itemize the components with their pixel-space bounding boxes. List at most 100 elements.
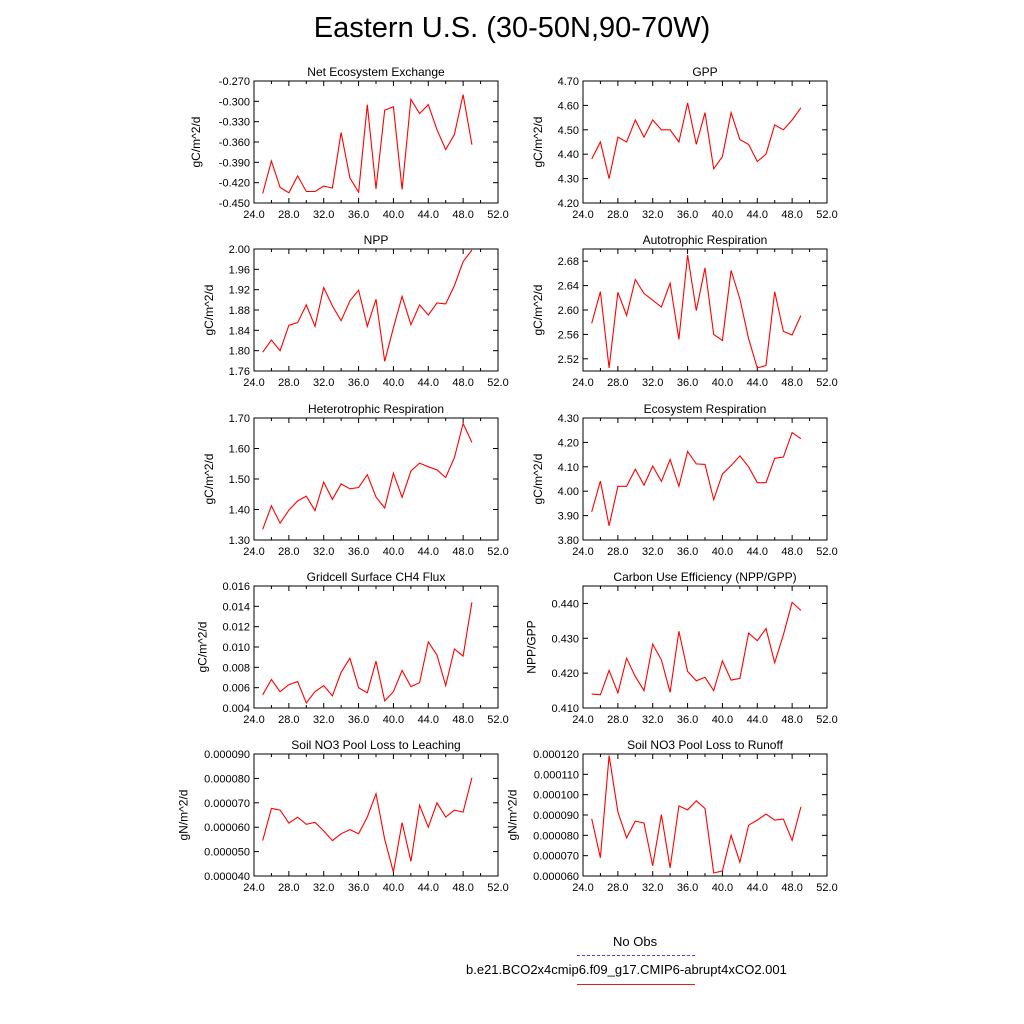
x-tick-label: 32.0 [642,714,663,726]
x-tick-label: 52.0 [816,209,837,221]
chart-gpp: GPP 24.0 28.0 32.0 36.0 40.0 44.0 48.0 52.0 4.20 4… [531,65,838,221]
x-tick-label: 48.0 [452,882,473,894]
y-tick-label: 0.012 [222,622,250,634]
y-axis-label: gN/m^2/d [506,790,520,841]
y-tick-label: 2.64 [558,281,579,293]
x-tick-label: 36.0 [348,714,369,726]
x-tick-label: 44.0 [747,714,768,726]
x-tick-label: 44.0 [418,209,439,221]
x-tick-label: 48.0 [781,209,802,221]
plot-frame [253,417,499,541]
y-tick-label: -0.390 [219,157,250,169]
y-tick-label: 1.76 [229,366,250,378]
x-tick-label: 28.0 [278,209,299,221]
y-tick-label: 0.014 [222,601,250,613]
x-tick-label: 24.0 [243,546,264,558]
x-tick-label: 28.0 [607,714,628,726]
chart-title: Net Ecosystem Exchange [307,65,445,79]
x-tick-label: 36.0 [677,882,698,894]
x-tick-label: 28.0 [607,882,628,894]
series-line [591,601,802,696]
y-tick-label: 1.88 [229,305,250,317]
y-tick-label: 2.00 [229,244,250,256]
x-tick-label: 44.0 [747,377,768,389]
chart-title: Carbon Use Efficiency (NPP/GPP) [613,570,796,584]
chart-autotrophic-respiration: Autotrophic Respiration 24.0 28.0 32.0 36.0 4… [531,233,838,389]
x-tick-label: 28.0 [278,714,299,726]
y-tick-label: 0.000090 [204,749,250,761]
x-tick-label: 48.0 [452,209,473,221]
y-tick-label: 1.70 [229,413,250,425]
y-tick-label: -0.360 [219,137,250,149]
x-tick-label: 32.0 [313,377,334,389]
series-line [262,249,473,362]
x-tick-label: 40.0 [712,546,733,558]
series-line [591,431,802,526]
series-line [262,94,473,194]
y-tick-label: 0.000080 [533,830,579,842]
x-tick-label: 28.0 [278,377,299,389]
chart-title: Soil NO3 Pool Loss to Runoff [627,738,784,752]
x-tick-label: 24.0 [243,714,264,726]
y-tick-label: 0.004 [222,703,250,715]
y-tick-label: 1.80 [229,346,250,358]
x-tick-label: 52.0 [816,882,837,894]
plot-frame [253,753,499,877]
x-tick-label: 52.0 [487,882,508,894]
x-tick-label: 48.0 [452,714,473,726]
x-tick-label: 36.0 [677,209,698,221]
chart-title: Ecosystem Respiration [644,402,767,416]
y-tick-label: 1.30 [229,535,250,547]
plot-frame [582,753,828,877]
x-tick-label: 44.0 [418,377,439,389]
y-tick-label: 4.40 [558,149,579,161]
y-axis-label: gC/m^2/d [196,622,210,673]
x-tick-label: 40.0 [383,882,404,894]
y-tick-label: 1.92 [229,285,250,297]
chart-soil-no3-pool-loss-to-leaching: Soil NO3 Pool Loss to Leaching 24.0 28.0 32… [177,738,509,894]
x-tick-label: 36.0 [677,546,698,558]
y-tick-label: -0.420 [219,178,250,190]
x-tick-label: 44.0 [747,546,768,558]
y-tick-label: 1.96 [229,264,250,276]
x-tick-label: 36.0 [348,546,369,558]
chart-npp: NPP 24.0 28.0 32.0 36.0 40.0 44.0 48.0 52.0 1.76 1… [202,233,509,389]
x-tick-label: 24.0 [572,377,593,389]
x-tick-label: 28.0 [278,882,299,894]
series-line [591,102,802,179]
x-tick-label: 48.0 [452,546,473,558]
y-tick-label: 0.000070 [204,798,250,810]
x-tick-label: 28.0 [278,546,299,558]
y-tick-label: 0.000080 [204,773,250,785]
y-tick-label: 4.30 [558,413,579,425]
y-tick-label: 0.410 [551,703,579,715]
x-tick-label: 28.0 [607,546,628,558]
x-tick-label: 32.0 [313,714,334,726]
y-tick-label: 0.000040 [204,871,250,883]
plot-frame [582,585,828,709]
x-tick-label: 40.0 [383,377,404,389]
y-axis-label: gC/m^2/d [202,285,216,336]
x-tick-label: 52.0 [487,546,508,558]
y-tick-label: 1.84 [229,325,250,337]
x-tick-label: 52.0 [487,714,508,726]
y-tick-label: 0.016 [222,581,250,593]
x-tick-label: 48.0 [781,546,802,558]
x-tick-label: 44.0 [747,882,768,894]
x-tick-label: 40.0 [383,209,404,221]
chart-title: Soil NO3 Pool Loss to Leaching [291,738,460,752]
y-axis-label: gC/m^2/d [531,454,545,505]
y-tick-label: 0.000100 [533,790,579,802]
y-tick-label: 4.50 [558,125,579,137]
x-tick-label: 32.0 [313,546,334,558]
chart-title: NPP [364,233,389,247]
x-tick-label: 24.0 [243,882,264,894]
x-tick-label: 40.0 [712,882,733,894]
x-tick-label: 52.0 [487,209,508,221]
chart-title: Heterotrophic Respiration [308,402,444,416]
y-tick-label: 0.440 [551,598,579,610]
y-tick-label: 0.000050 [204,847,250,859]
y-axis-label: gC/m^2/d [531,117,545,168]
plot-frame [582,80,828,204]
